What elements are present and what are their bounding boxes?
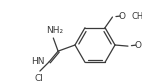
Text: HN: HN xyxy=(32,57,45,66)
Text: Cl: Cl xyxy=(35,74,43,83)
Text: O: O xyxy=(119,12,126,21)
Text: O: O xyxy=(134,41,141,50)
Text: CH₃: CH₃ xyxy=(131,12,142,21)
Text: NH₂: NH₂ xyxy=(46,25,63,35)
